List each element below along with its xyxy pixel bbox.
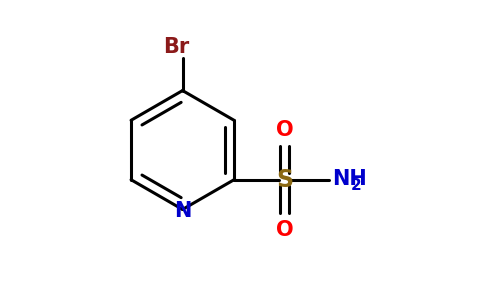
Text: 2: 2	[351, 178, 362, 193]
Text: Br: Br	[164, 38, 190, 58]
Text: NH: NH	[332, 169, 367, 189]
Text: O: O	[276, 220, 293, 240]
Text: O: O	[276, 120, 293, 140]
Text: S: S	[276, 168, 293, 192]
Text: N: N	[174, 201, 191, 221]
